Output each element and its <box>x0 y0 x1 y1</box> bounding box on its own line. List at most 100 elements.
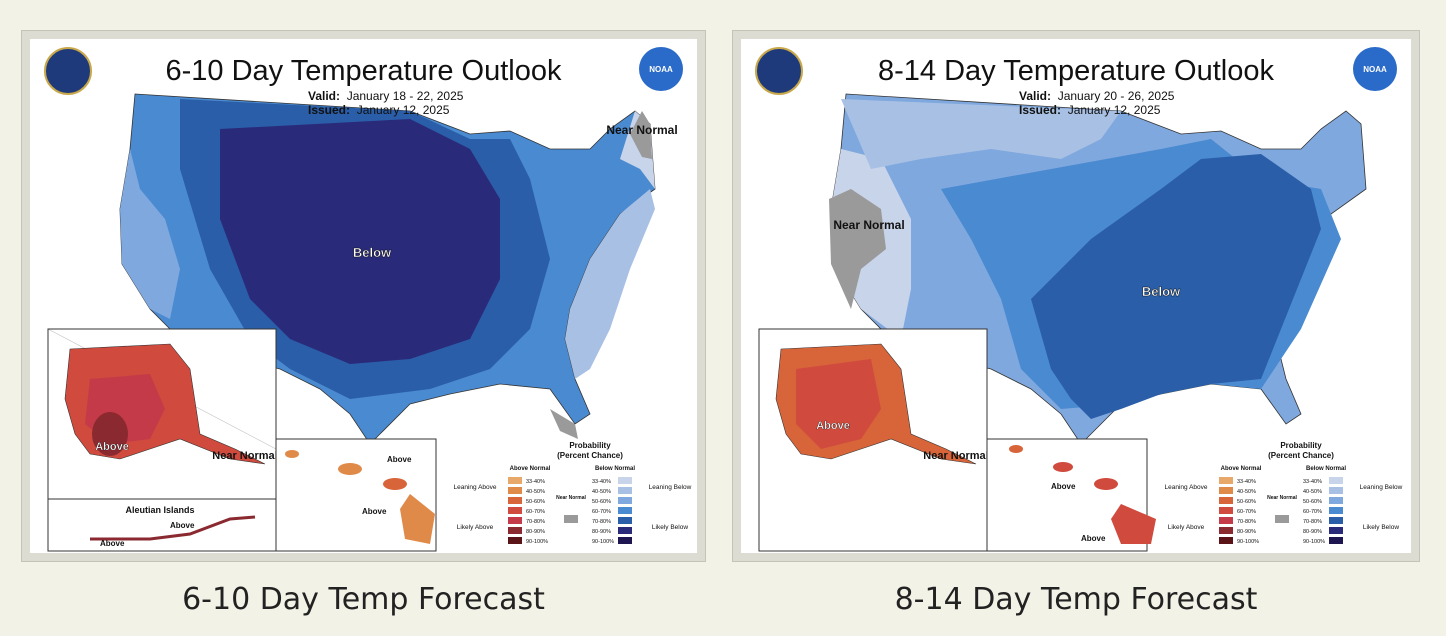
noaa-logo-text: NOAA <box>649 65 673 74</box>
legend-swatch <box>618 477 632 484</box>
legend-range-label: 90-100% <box>1303 539 1325 545</box>
legend-range-label: 80-90% <box>526 529 545 535</box>
legend-subtitle: (Percent Chance) <box>1268 451 1334 460</box>
legend-range-label: 33-40% <box>592 479 611 485</box>
legend-swatch <box>1219 497 1233 504</box>
legend-range-label: 80-90% <box>1303 529 1322 535</box>
noaa-logo-icon: NOAA <box>639 47 683 91</box>
map-svg-6-10: Below Near Normal Above Near Normal Aleu… <box>47 93 692 552</box>
legend-range-label: 50-60% <box>592 499 611 505</box>
legend-swatch <box>1329 487 1343 494</box>
legend-below-rows: 33-40% 40-50% 50-60% 60-70% 70-80% 80-90% 90-1… <box>592 477 632 545</box>
legend-range-label: 40-50% <box>592 489 611 495</box>
aleutian-label-above-2: Above <box>100 539 125 548</box>
legend-range-label: 90-100% <box>1237 539 1259 545</box>
legend-range-label: 50-60% <box>526 499 545 505</box>
legend-likely-above: Likely Above <box>1168 524 1205 531</box>
legend-swatch <box>618 487 632 494</box>
legend-range-label: 80-90% <box>592 529 611 535</box>
legend-swatch <box>1219 517 1233 524</box>
legend-swatch <box>618 497 632 504</box>
legend-swatch <box>1219 537 1233 544</box>
legend-range-label: 90-100% <box>592 539 614 545</box>
outlook-card-6-10[interactable]: Below Near Normal Above Near Normal Aleu… <box>21 30 706 562</box>
panel-title: 8-14 Day Temperature Outlook <box>877 55 1274 87</box>
legend-likely-below: Likely Below <box>1363 524 1399 531</box>
hawaii-inset: Above Above <box>275 438 437 552</box>
doc-seal-icon <box>44 47 92 95</box>
legend-near-label: Near Normal <box>1267 495 1297 501</box>
legend-below-header: Below Normal <box>1306 466 1346 472</box>
legend-range-label: 50-60% <box>1303 499 1322 505</box>
valid-line: Valid: January 18 - 22, 2025 <box>308 89 463 103</box>
legend-likely-above: Likely Above <box>457 524 494 531</box>
issued-line: Issued: January 12, 2025 <box>308 103 463 117</box>
legend-near-swatch <box>564 515 578 523</box>
legend-range-label: 80-90% <box>1237 529 1256 535</box>
legend-swatch <box>1329 497 1343 504</box>
legend-range-label: 40-50% <box>1303 489 1322 495</box>
legend-range-label: 90-100% <box>526 539 548 545</box>
legend-above-header: Above Normal <box>1221 466 1262 472</box>
legend-swatch <box>1219 507 1233 514</box>
legend-below-rows: 33-40% 40-50% 50-60% 60-70% 70-80% 80-90% 90-1… <box>1303 477 1343 545</box>
legend-swatch <box>508 487 522 494</box>
legend-below-header: Below Normal <box>595 466 635 472</box>
near-normal-line: Near Normal <box>606 123 677 137</box>
hawaii-label-above-1: Above <box>1051 482 1076 491</box>
hawaii-inset: Above Above <box>986 438 1156 552</box>
outlook-card-8-14[interactable]: Near Normal Below Above Near Normal Abov… <box>732 30 1420 562</box>
noaa-logo-text: NOAA <box>1363 65 1387 74</box>
legend-swatch <box>1219 487 1233 494</box>
map-6-10: Below Near Normal Above Near Normal Aleu… <box>30 39 697 553</box>
alaska-inset: Above Near Normal <box>758 328 989 552</box>
legend-swatch <box>508 517 522 524</box>
legend-leaning-above: Leaning Above <box>453 484 496 491</box>
region-label-near-normal-west: Near Normal <box>833 218 904 232</box>
caption-8-14[interactable]: 8-14 Day Temp Forecast <box>894 582 1258 617</box>
legend-swatch <box>618 537 632 544</box>
legend-range-label: 60-70% <box>592 509 611 515</box>
legend-swatch <box>1329 507 1343 514</box>
legend-near-swatch <box>1275 515 1289 523</box>
region-label-below: Below <box>1142 284 1181 299</box>
legend-swatch <box>618 507 632 514</box>
legend-leaning-below: Leaning Below <box>649 484 692 491</box>
legend-swatch <box>508 477 522 484</box>
alaska-label-near-normal: Near Normal <box>212 450 277 462</box>
legend-swatch <box>1219 477 1233 484</box>
legend-range-label: 70-80% <box>1237 519 1256 525</box>
legend-title: Probability <box>569 441 611 450</box>
legend-swatch <box>508 537 522 544</box>
hawaii-label-above-1: Above <box>387 455 412 464</box>
valid-label: Valid: <box>308 89 341 103</box>
legend-swatch <box>508 507 522 514</box>
caption-6-10[interactable]: 6-10 Day Temp Forecast <box>182 582 545 617</box>
legend-swatch <box>1329 477 1343 484</box>
legend-swatch <box>508 527 522 534</box>
legend-swatch <box>1329 537 1343 544</box>
alaska-label-above: Above <box>95 441 129 453</box>
noaa-logo-icon: NOAA <box>1353 47 1397 91</box>
aleutian-title: Aleutian Islands <box>125 505 194 515</box>
hawaii-label-above-2: Above <box>362 507 387 516</box>
legend-range-label: 33-40% <box>526 479 545 485</box>
legend-above-header: Above Normal <box>510 466 551 472</box>
panel-title: 6-10 Day Temperature Outlook <box>165 55 562 87</box>
legend-swatch <box>618 517 632 524</box>
legend-likely-below: Likely Below <box>652 524 688 531</box>
legend-swatch <box>508 497 522 504</box>
hawaii-label-above-2: Above <box>1081 534 1106 543</box>
legend-title: Probability <box>1280 441 1322 450</box>
valid-line: Valid: January 20 - 26, 2025 <box>1019 89 1174 103</box>
panel-meta: Valid: January 18 - 22, 2025 Issued: Jan… <box>308 89 463 117</box>
legend-leaning-above: Leaning Above <box>1164 484 1207 491</box>
legend-range-label: 60-70% <box>1237 509 1256 515</box>
valid-value: January 18 - 22, 2025 <box>346 89 464 103</box>
alaska-label-above: Above <box>816 420 850 432</box>
aleutian-inset: Aleutian Islands Above Above <box>47 498 277 552</box>
region-label-near-normal: Near Normal <box>606 123 677 137</box>
legend-range-label: 70-80% <box>526 519 545 525</box>
panel-meta: Valid: January 20 - 26, 2025 Issued: Jan… <box>1019 89 1174 117</box>
issued-label: Issued: <box>308 103 351 117</box>
